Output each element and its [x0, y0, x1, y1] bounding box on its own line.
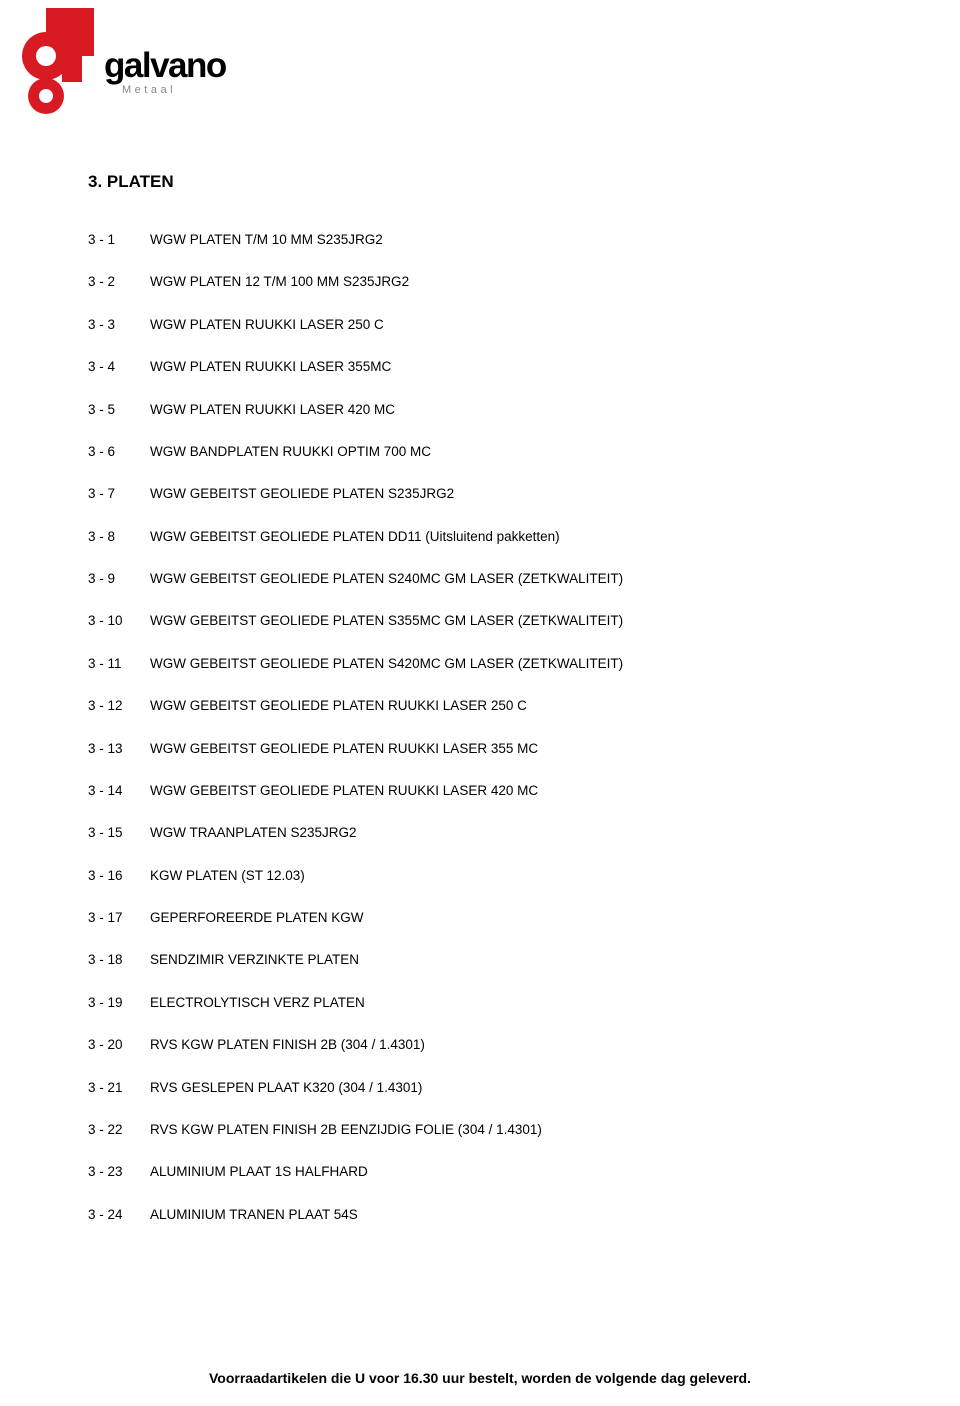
content-area: 3. PLATEN 3 - 1WGW PLATEN T/M 10 MM S235… — [88, 172, 900, 1249]
item-text: RVS KGW PLATEN FINISH 2B EENZIJDIG FOLIE… — [150, 1122, 900, 1138]
item-code: 3 - 4 — [88, 359, 150, 375]
list-item: 3 - 10WGW GEBEITST GEOLIEDE PLATEN S355M… — [88, 613, 900, 629]
item-code: 3 - 1 — [88, 232, 150, 248]
list-item: 3 - 17GEPERFOREERDE PLATEN KGW — [88, 910, 900, 926]
item-text: WGW GEBEITST GEOLIEDE PLATEN S240MC GM L… — [150, 571, 900, 587]
item-code: 3 - 14 — [88, 783, 150, 799]
item-text: ALUMINIUM PLAAT 1S HALFHARD — [150, 1164, 900, 1180]
item-text: KGW PLATEN (ST 12.03) — [150, 868, 900, 884]
list-item: 3 - 5WGW PLATEN RUUKKI LASER 420 MC — [88, 402, 900, 418]
list-item: 3 - 7WGW GEBEITST GEOLIEDE PLATEN S235JR… — [88, 486, 900, 502]
list-item: 3 - 21RVS GESLEPEN PLAAT K320 (304 / 1.4… — [88, 1080, 900, 1096]
item-text: GEPERFOREERDE PLATEN KGW — [150, 910, 900, 926]
item-text: WGW GEBEITST GEOLIEDE PLATEN RUUKKI LASE… — [150, 741, 900, 757]
item-text: WGW GEBEITST GEOLIEDE PLATEN RUUKKI LASE… — [150, 698, 900, 714]
item-code: 3 - 17 — [88, 910, 150, 926]
item-code: 3 - 10 — [88, 613, 150, 629]
item-code: 3 - 6 — [88, 444, 150, 460]
item-code: 3 - 19 — [88, 995, 150, 1011]
list-item: 3 - 8WGW GEBEITST GEOLIEDE PLATEN DD11 (… — [88, 529, 900, 545]
item-code: 3 - 11 — [88, 656, 150, 672]
list-item: 3 - 24ALUMINIUM TRANEN PLAAT 54S — [88, 1207, 900, 1223]
item-text: WGW TRAANPLATEN S235JRG2 — [150, 825, 900, 841]
item-text: WGW PLATEN RUUKKI LASER 250 C — [150, 317, 900, 333]
item-text: WGW GEBEITST GEOLIEDE PLATEN DD11 (Uitsl… — [150, 529, 900, 545]
list-item: 3 - 23ALUMINIUM PLAAT 1S HALFHARD — [88, 1164, 900, 1180]
logo: galvano Metaal — [22, 8, 282, 118]
item-code: 3 - 5 — [88, 402, 150, 418]
list-item: 3 - 6WGW BANDPLATEN RUUKKI OPTIM 700 MC — [88, 444, 900, 460]
item-text: WGW PLATEN T/M 10 MM S235JRG2 — [150, 232, 900, 248]
item-text: WGW PLATEN 12 T/M 100 MM S235JRG2 — [150, 274, 900, 290]
item-code: 3 - 20 — [88, 1037, 150, 1053]
item-text: WGW PLATEN RUUKKI LASER 355MC — [150, 359, 900, 375]
item-text: WGW GEBEITST GEOLIEDE PLATEN S420MC GM L… — [150, 656, 900, 672]
item-text: WGW BANDPLATEN RUUKKI OPTIM 700 MC — [150, 444, 900, 460]
page-heading: 3. PLATEN — [88, 172, 900, 192]
item-code: 3 - 13 — [88, 741, 150, 757]
item-code: 3 - 22 — [88, 1122, 150, 1138]
item-code: 3 - 16 — [88, 868, 150, 884]
items-list: 3 - 1WGW PLATEN T/M 10 MM S235JRG23 - 2W… — [88, 232, 900, 1223]
item-text: WGW GEBEITST GEOLIEDE PLATEN S355MC GM L… — [150, 613, 900, 629]
list-item: 3 - 22RVS KGW PLATEN FINISH 2B EENZIJDIG… — [88, 1122, 900, 1138]
item-text: ALUMINIUM TRANEN PLAAT 54S — [150, 1207, 900, 1223]
list-item: 3 - 1WGW PLATEN T/M 10 MM S235JRG2 — [88, 232, 900, 248]
item-text: ELECTROLYTISCH VERZ PLATEN — [150, 995, 900, 1011]
logo-icon — [22, 8, 102, 118]
list-item: 3 - 18SENDZIMIR VERZINKTE PLATEN — [88, 952, 900, 968]
item-code: 3 - 21 — [88, 1080, 150, 1096]
item-code: 3 - 24 — [88, 1207, 150, 1223]
logo-text: galvano Metaal — [104, 46, 226, 96]
list-item: 3 - 11WGW GEBEITST GEOLIEDE PLATEN S420M… — [88, 656, 900, 672]
item-text: SENDZIMIR VERZINKTE PLATEN — [150, 952, 900, 968]
item-code: 3 - 3 — [88, 317, 150, 333]
item-code: 3 - 18 — [88, 952, 150, 968]
item-code: 3 - 12 — [88, 698, 150, 714]
item-text: RVS GESLEPEN PLAAT K320 (304 / 1.4301) — [150, 1080, 900, 1096]
list-item: 3 - 3WGW PLATEN RUUKKI LASER 250 C — [88, 317, 900, 333]
list-item: 3 - 12WGW GEBEITST GEOLIEDE PLATEN RUUKK… — [88, 698, 900, 714]
list-item: 3 - 14WGW GEBEITST GEOLIEDE PLATEN RUUKK… — [88, 783, 900, 799]
item-text: WGW GEBEITST GEOLIEDE PLATEN RUUKKI LASE… — [150, 783, 900, 799]
list-item: 3 - 2WGW PLATEN 12 T/M 100 MM S235JRG2 — [88, 274, 900, 290]
list-item: 3 - 15WGW TRAANPLATEN S235JRG2 — [88, 825, 900, 841]
list-item: 3 - 16KGW PLATEN (ST 12.03) — [88, 868, 900, 884]
list-item: 3 - 20RVS KGW PLATEN FINISH 2B (304 / 1.… — [88, 1037, 900, 1053]
list-item: 3 - 9WGW GEBEITST GEOLIEDE PLATEN S240MC… — [88, 571, 900, 587]
item-text: WGW PLATEN RUUKKI LASER 420 MC — [150, 402, 900, 418]
item-code: 3 - 15 — [88, 825, 150, 841]
list-item: 3 - 19ELECTROLYTISCH VERZ PLATEN — [88, 995, 900, 1011]
item-text: WGW GEBEITST GEOLIEDE PLATEN S235JRG2 — [150, 486, 900, 502]
logo-main: galvano — [104, 46, 226, 86]
footer-text: Voorraadartikelen die U voor 16.30 uur b… — [0, 1370, 960, 1386]
item-code: 3 - 2 — [88, 274, 150, 290]
list-item: 3 - 4WGW PLATEN RUUKKI LASER 355MC — [88, 359, 900, 375]
item-code: 3 - 7 — [88, 486, 150, 502]
item-code: 3 - 8 — [88, 529, 150, 545]
list-item: 3 - 13WGW GEBEITST GEOLIEDE PLATEN RUUKK… — [88, 741, 900, 757]
item-code: 3 - 9 — [88, 571, 150, 587]
item-code: 3 - 23 — [88, 1164, 150, 1180]
item-text: RVS KGW PLATEN FINISH 2B (304 / 1.4301) — [150, 1037, 900, 1053]
